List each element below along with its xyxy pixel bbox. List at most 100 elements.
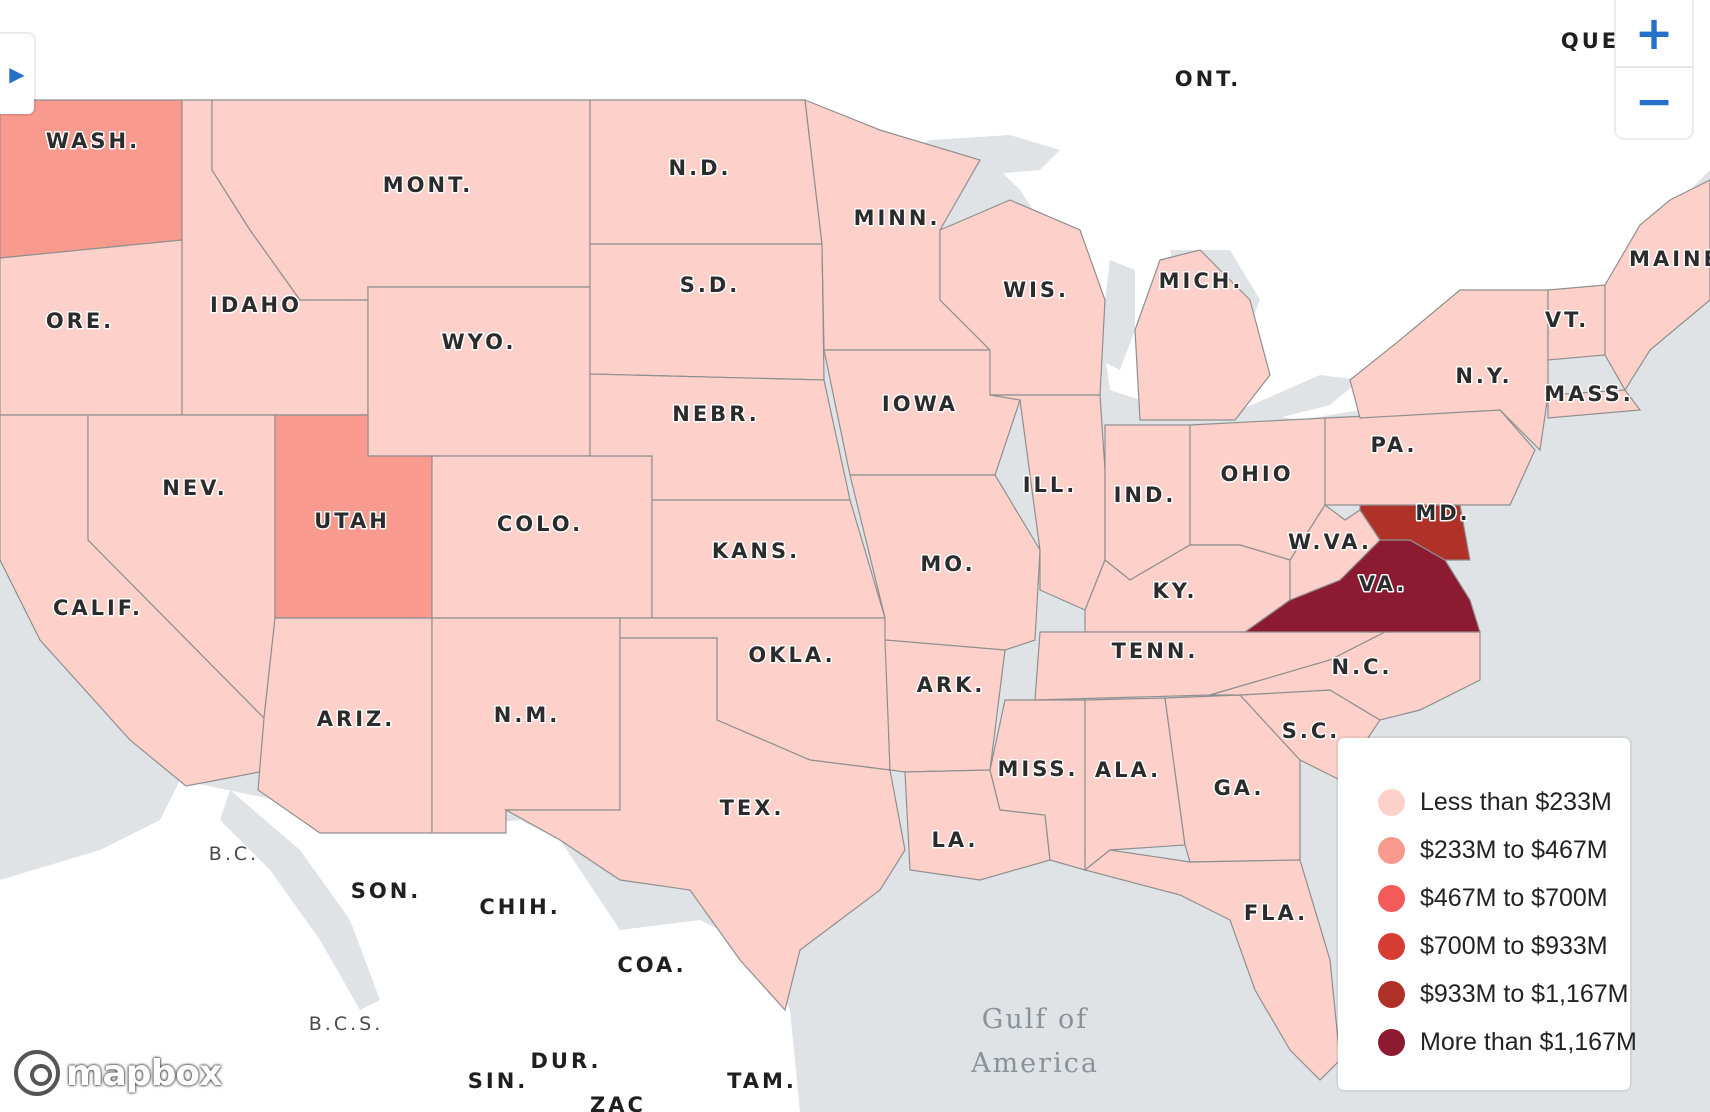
legend-swatch xyxy=(1378,932,1405,960)
legend-swatch xyxy=(1378,788,1405,816)
state-label-va: VA. xyxy=(1359,572,1407,596)
states-layer xyxy=(0,99,1710,1081)
legend-swatch xyxy=(1378,1028,1405,1056)
state-maine[interactable] xyxy=(1604,179,1710,392)
state-label-fla: FLA. xyxy=(1244,901,1308,925)
water-label: America xyxy=(970,1048,1099,1079)
state-label-ind: IND. xyxy=(1114,483,1177,507)
state-label-ohio: OHIO xyxy=(1220,462,1293,486)
legend-item: $467M to $700M xyxy=(1378,874,1630,922)
state-label-ariz: ARIZ. xyxy=(317,707,395,731)
gulf-of-california xyxy=(220,790,380,1010)
state-label-la: LA. xyxy=(931,828,978,852)
state-label-calif: CALIF. xyxy=(53,596,143,620)
state-label-mich: MICH. xyxy=(1159,269,1244,293)
map-legend: Less than $233M $233M to $467M $467M to … xyxy=(1338,738,1637,1090)
state-label-miss: MISS. xyxy=(998,757,1079,781)
state-label-kans: KANS. xyxy=(712,539,800,563)
state-label-ill: ILL. xyxy=(1023,473,1078,497)
state-label-mo: MO. xyxy=(920,552,975,576)
region-label-zac: ZAC xyxy=(590,1093,646,1112)
region-label-tam: TAM. xyxy=(727,1069,797,1093)
state-mass[interactable] xyxy=(1547,389,1642,419)
region-label-sin: SIN. xyxy=(468,1069,529,1093)
state-pa[interactable] xyxy=(1324,409,1536,506)
region-label-ont: ONT. xyxy=(1175,67,1242,91)
zoom-in-button[interactable]: + xyxy=(1616,0,1692,68)
legend-label: $467M to $700M xyxy=(1420,883,1608,912)
panel-toggle-button[interactable]: ▶ xyxy=(0,34,34,114)
state-label-s-d: S.D. xyxy=(680,273,741,297)
state-label-nebr: NEBR. xyxy=(672,402,759,426)
state-label-md: MD. xyxy=(1415,501,1470,525)
state-ark[interactable] xyxy=(884,639,1006,773)
state-label-nev: NEV. xyxy=(162,476,227,500)
mapbox-logo[interactable]: mapbox xyxy=(14,1048,222,1098)
state-label-w-va: W.VA. xyxy=(1288,530,1372,554)
plus-icon: + xyxy=(1634,6,1674,60)
chevron-right-icon: ▶ xyxy=(9,63,25,86)
legend-label: More than $1,167M xyxy=(1420,1027,1637,1056)
region-label-dur: DUR. xyxy=(530,1049,601,1073)
state-tex[interactable] xyxy=(503,637,906,1012)
legend-item: More than $1,167M xyxy=(1378,1018,1637,1066)
region-label-b-c-s: B.C.S. xyxy=(309,1013,383,1035)
legend-swatch xyxy=(1378,980,1405,1008)
region-label-coa: COA. xyxy=(617,953,686,977)
legend-item: $933M to $1,167M xyxy=(1378,970,1630,1018)
region-label-b-c: B.C. xyxy=(209,843,259,865)
mexico-land xyxy=(0,780,800,1112)
mapbox-mark-icon xyxy=(14,1050,60,1096)
water-label: Gulf of xyxy=(982,1004,1088,1035)
state-label-mass: MASS. xyxy=(1544,382,1633,406)
legend-label: $700M to $933M xyxy=(1420,931,1608,960)
legend-item: Less than $233M xyxy=(1378,778,1630,826)
state-iowa[interactable] xyxy=(823,349,1021,476)
canada-land xyxy=(0,0,1710,420)
state-mo[interactable] xyxy=(849,474,1041,651)
state-label-ala: ALA. xyxy=(1095,758,1161,782)
state-label-wyo: WYO. xyxy=(442,330,517,354)
state-md[interactable] xyxy=(1359,504,1471,561)
legend-label: Less than $233M xyxy=(1420,787,1612,816)
state-n-c[interactable] xyxy=(1209,631,1481,721)
state-wyo[interactable] xyxy=(367,286,591,457)
state-label-utah: UTAH xyxy=(314,509,390,533)
minus-icon: − xyxy=(1634,74,1674,128)
state-colo[interactable] xyxy=(431,455,653,619)
legend-swatch xyxy=(1378,836,1405,864)
state-label-ky: KY. xyxy=(1153,579,1198,603)
state-label-maine: MAINE xyxy=(1629,247,1710,271)
mapbox-wordmark: mapbox xyxy=(66,1052,222,1094)
state-label-wis: WIS. xyxy=(1003,278,1069,302)
state-label-tenn: TENN. xyxy=(1112,639,1199,663)
great-lake-erie xyxy=(1240,375,1360,420)
state-ala[interactable] xyxy=(1084,697,1186,872)
legend-label: $233M to $467M xyxy=(1420,835,1608,864)
state-mich[interactable] xyxy=(1134,249,1271,421)
state-label-colo: COLO. xyxy=(497,512,583,536)
region-label-que: QUE xyxy=(1561,29,1619,53)
legend-item: $233M to $467M xyxy=(1378,826,1630,874)
great-lake-michigan xyxy=(1100,260,1135,370)
state-label-tex: TEX. xyxy=(720,796,785,820)
legend-item: $700M to $933M xyxy=(1378,922,1630,970)
state-label-ore: ORE. xyxy=(46,309,114,333)
state-wash[interactable] xyxy=(0,99,183,259)
state-label-n-m: N.M. xyxy=(494,703,560,727)
state-s-d[interactable] xyxy=(589,243,825,381)
state-label-n-c: N.C. xyxy=(1332,655,1393,679)
state-fla[interactable] xyxy=(1083,849,1341,1081)
legend-swatch xyxy=(1378,884,1405,912)
state-label-mont: MONT. xyxy=(383,173,473,197)
legend-label: $933M to $1,167M xyxy=(1420,979,1629,1008)
state-label-idaho: IDAHO xyxy=(210,293,302,317)
state-label-ga: GA. xyxy=(1214,776,1265,800)
region-label-chih: CHIH. xyxy=(479,895,560,919)
state-label-n-y: N.Y. xyxy=(1455,364,1512,388)
state-label-iowa: IOWA xyxy=(882,392,958,416)
state-label-ark: ARK. xyxy=(917,673,986,697)
zoom-out-button[interactable]: − xyxy=(1616,68,1692,134)
state-label-vt: VT. xyxy=(1545,308,1589,332)
